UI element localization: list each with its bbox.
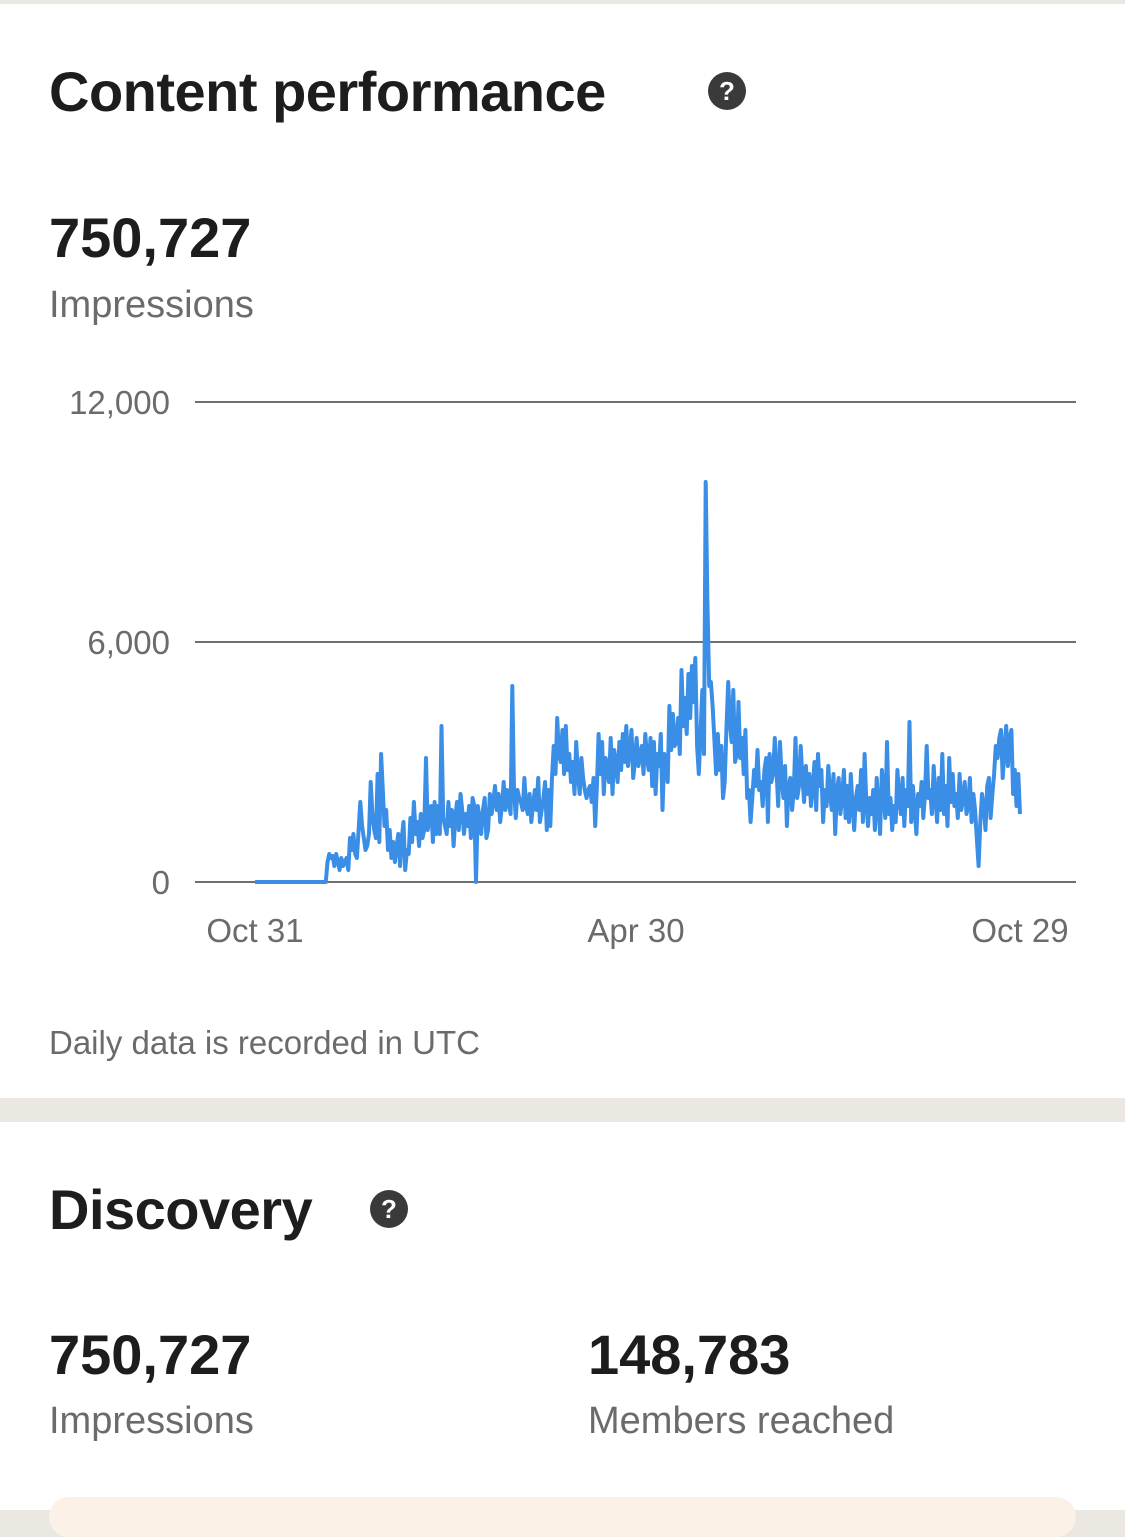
content-performance-card: Content performance ? 750,727 Impression… bbox=[0, 4, 1125, 1098]
x-tick-label: Oct 29 bbox=[971, 912, 1068, 949]
impressions-line-chart: 12,000 6,000 0 Oct 31 Apr 30 Oct 29 bbox=[69, 384, 1076, 949]
discovery-impressions-value: 750,727 bbox=[49, 1323, 252, 1386]
x-tick-label: Oct 31 bbox=[206, 912, 303, 949]
x-tick-label: Apr 30 bbox=[587, 912, 684, 949]
discovery-card: Discovery ? 750,727 Impressions 148,783 … bbox=[0, 1122, 1125, 1510]
question-mark-icon[interactable]: ? bbox=[708, 72, 746, 110]
y-tick-label: 12,000 bbox=[69, 384, 170, 421]
discovery-impressions-label: Impressions bbox=[49, 1400, 254, 1442]
impressions-series-line bbox=[254, 480, 1022, 884]
utc-footnote: Daily data is recorded in UTC bbox=[49, 1024, 480, 1061]
y-tick-label: 6,000 bbox=[87, 624, 170, 661]
members-reached-value: 148,783 bbox=[588, 1323, 791, 1386]
impressions-total-value: 750,727 bbox=[49, 206, 252, 269]
impressions-total-label: Impressions bbox=[49, 284, 254, 326]
content-performance-title: Content performance bbox=[49, 60, 606, 123]
question-mark-icon[interactable]: ? bbox=[370, 1190, 408, 1228]
discovery-title: Discovery bbox=[49, 1178, 313, 1241]
members-reached-label: Members reached bbox=[588, 1400, 895, 1442]
y-tick-label: 0 bbox=[152, 864, 170, 901]
next-card-peek bbox=[49, 1497, 1076, 1537]
